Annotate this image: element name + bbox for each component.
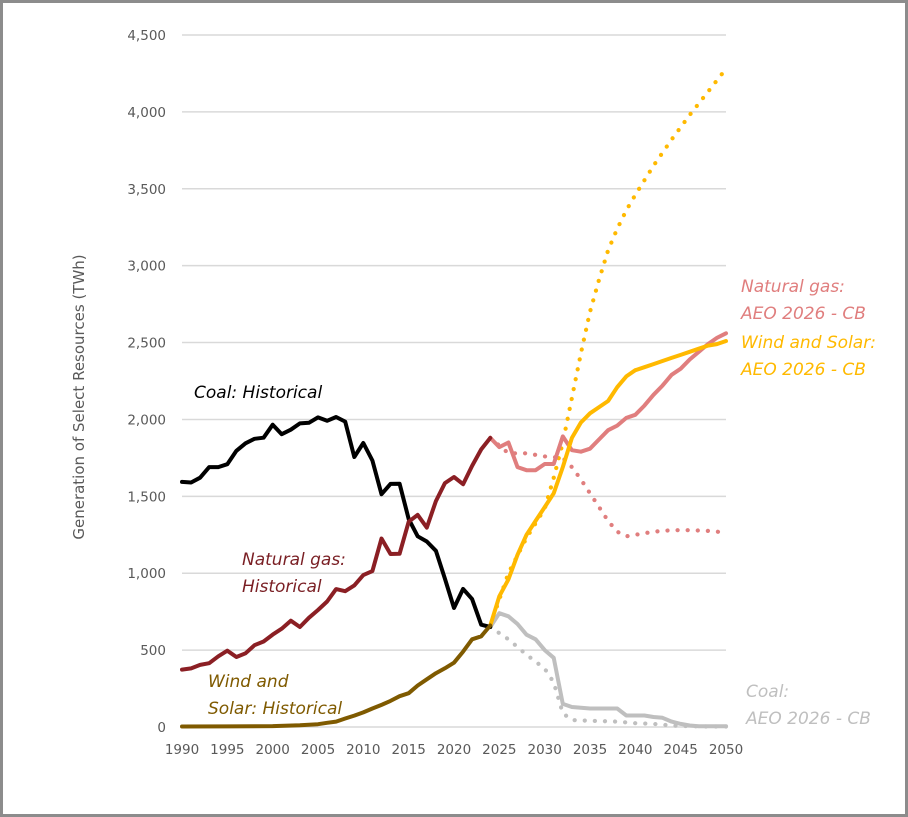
x-tick-label: 2015 [391,742,425,758]
annotation-line: AEO 2026 - CB [740,360,866,380]
x-tick-label: 1995 [210,742,244,758]
annotation-wind-and-solar-aeo-2026-cb: Wind and Solar: AEO 2026 - CB [740,333,876,380]
series-line-natural-gas-aeo-2026-cb [488,331,728,473]
series-line-coal-aeo-2026-cb [488,611,728,729]
annotation-line: Coal: [746,682,789,702]
annotation-line: AEO 2026 - CB [740,304,866,324]
y-tick-label: 1,000 [127,566,166,582]
series-line-natural-gas-historical [180,435,493,672]
annotation-line: Natural gas: [741,277,845,297]
series-line-wind-and-solar-aeo-2026-cb-dotted [488,66,729,628]
gridlines [182,34,726,728]
annotation-line: Wind and [208,672,289,692]
y-tick-label: 2,500 [127,336,166,352]
y-tick-label: 4,000 [127,105,166,121]
annotation-coal-historical: Coal: Historical [194,383,322,403]
annotation-wind-and-solar-historical: Wind and Solar: Historical [208,672,342,719]
x-tick-label: 2050 [709,742,743,758]
series-lines [180,66,729,729]
x-tick-label: 2040 [618,742,652,758]
annotation-natural-gas-aeo-2026-cb: Natural gas: AEO 2026 - CB [740,277,866,324]
x-tick-label: 2025 [482,742,516,758]
y-tick-label: 500 [140,643,166,659]
y-tick-label: 3,500 [127,182,166,198]
x-tick-label: 2030 [527,742,561,758]
y-tick-label: 4,500 [127,28,166,44]
annotation-line: AEO 2026 - CB [745,709,871,729]
annotation-line: Solar: Historical [208,699,342,719]
y-tick-label: 2,000 [127,412,166,428]
y-tick-label: 1,500 [127,489,166,505]
series-line-coal-historical [180,415,493,629]
x-tick-label: 2045 [663,742,697,758]
x-tick-label: 2020 [437,742,471,758]
series-line-coal-aeo-2026-cb-dotted [488,624,729,729]
y-axis-label: Generation of Select Resources (TWh) [70,254,88,539]
y-tick-label: 0 [157,720,166,736]
x-axis-ticks: 1990 1995 2000 2005 2010 2015 2020 2025 2030 2035… [165,742,743,758]
x-tick-label: 2035 [573,742,607,758]
y-axis-ticks: 0 500 1,000 1,500 2,000 2,500 3,000 3,500 4,000 4… [127,28,166,736]
series-line-wind-and-solar-historical [180,623,493,729]
annotation-natural-gas-historical: Natural gas: Historical [242,550,346,597]
y-tick-label: 3,000 [127,259,166,275]
annotation-line: Natural gas: [242,550,346,570]
annotation-line: Wind and Solar: [741,333,876,353]
series-annotations: Coal: Historical Natural gas: Historical Wi… [194,277,876,729]
annotation-coal-aeo-2026-cb: Coal: AEO 2026 - CB [745,682,871,729]
series-line-wind-and-solar-aeo-2026-cb [488,339,728,628]
x-tick-label: 2010 [346,742,380,758]
annotation-line: Historical [242,577,322,597]
x-tick-label: 2005 [301,742,335,758]
annotation-line: Coal: Historical [194,383,322,403]
x-tick-label: 1990 [165,742,199,758]
series-line-natural-gas-aeo-2026-cb-dotted [488,435,729,539]
x-tick-label: 2000 [255,742,289,758]
